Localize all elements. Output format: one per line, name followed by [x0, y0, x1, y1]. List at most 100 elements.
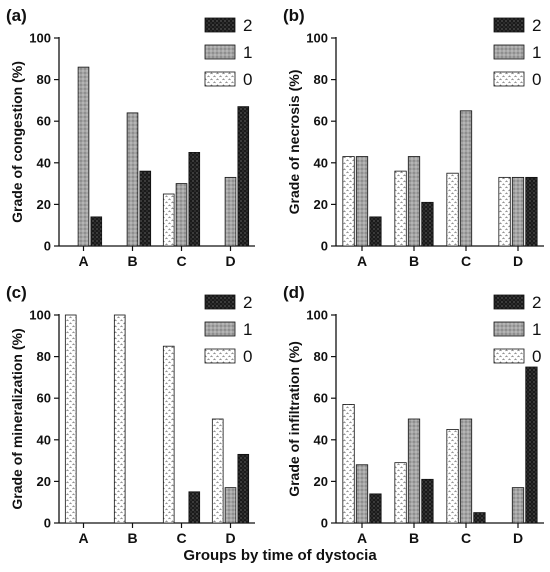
- legend-label: 1: [243, 320, 252, 339]
- y-tick-label: 80: [314, 349, 328, 364]
- y-tick-label: 100: [29, 31, 51, 46]
- y-axis-label: Grade of congestion (%): [9, 61, 25, 223]
- bar-D-grade-1: [511, 487, 525, 524]
- bar-C-grade-1: [175, 183, 188, 247]
- y-tick-label: 80: [37, 72, 51, 87]
- legend-label: 2: [243, 16, 252, 35]
- bar-C-grade-1: [459, 110, 473, 247]
- figure-x-axis-title: Groups by time of dystocia: [183, 547, 377, 564]
- x-tick-label: C: [176, 253, 186, 269]
- bar-A-grade-2: [90, 216, 103, 247]
- bar-D-grade-2: [237, 453, 250, 524]
- y-tick-label: 40: [314, 155, 328, 170]
- bar-C-grade-2: [473, 512, 486, 524]
- panel-label: (b): [283, 6, 305, 25]
- y-tick-label: 20: [37, 197, 51, 212]
- bar-D-grade-1: [224, 487, 237, 524]
- legend-swatch: [204, 348, 236, 364]
- x-tick-label: A: [357, 253, 367, 269]
- legend-swatch: [493, 348, 525, 364]
- bar-A-grade-1: [77, 66, 90, 247]
- x-tick-label: A: [357, 530, 367, 546]
- bar-D-grade-2: [525, 366, 538, 524]
- x-tick-label: A: [78, 253, 88, 269]
- bar-C-grade-1: [459, 418, 473, 524]
- bar-D-grade-0: [211, 418, 224, 524]
- bar-D-grade-2: [237, 106, 250, 247]
- x-tick-label: C: [176, 530, 186, 546]
- bar-C-grade-0: [446, 428, 459, 524]
- x-tick-label: D: [513, 253, 523, 269]
- x-tick-label: C: [461, 530, 471, 546]
- x-tick-label: C: [461, 253, 471, 269]
- bar-B-grade-1: [407, 418, 421, 524]
- bar-B-grade-2: [421, 201, 434, 247]
- legend-label: 2: [532, 293, 541, 312]
- x-tick-label: A: [78, 530, 88, 546]
- legend-label: 0: [532, 70, 541, 89]
- legend-label: 1: [532, 320, 541, 339]
- bar-B-grade-0: [394, 170, 407, 247]
- y-tick-label: 100: [29, 308, 51, 323]
- y-tick-label: 20: [314, 197, 328, 212]
- legend-label: 2: [532, 16, 541, 35]
- bar-B-grade-2: [421, 478, 434, 524]
- bar-A-grade-1: [355, 156, 369, 247]
- y-tick-label: 80: [37, 349, 51, 364]
- legend-swatch: [204, 71, 236, 87]
- legend-label: 0: [243, 347, 252, 366]
- y-tick-label: 0: [321, 239, 328, 254]
- bar-A-grade-2: [369, 493, 382, 524]
- legend-swatch: [204, 321, 236, 337]
- bar-C-grade-0: [162, 345, 175, 524]
- bar-D-grade-0: [498, 176, 511, 247]
- bar-A-grade-0: [342, 156, 355, 247]
- y-axis-label: Grade of mineralization (%): [9, 328, 25, 509]
- y-tick-label: 20: [37, 474, 51, 489]
- legend-swatch: [493, 321, 525, 337]
- legend-swatch: [204, 294, 236, 310]
- legend-swatch: [493, 71, 525, 87]
- y-tick-label: 60: [37, 391, 51, 406]
- panel-label: (d): [283, 283, 305, 302]
- y-tick-label: 0: [44, 239, 51, 254]
- bar-B-grade-0: [394, 462, 407, 524]
- legend-swatch: [204, 44, 236, 60]
- bar-A-grade-0: [342, 404, 355, 524]
- y-tick-label: 100: [306, 308, 328, 323]
- legend-label: 1: [243, 43, 252, 62]
- y-tick-label: 40: [37, 432, 51, 447]
- panel-label: (c): [6, 283, 27, 302]
- bar-B-grade-2: [139, 170, 152, 247]
- legend-swatch: [493, 17, 525, 33]
- x-tick-label: D: [225, 253, 235, 269]
- y-tick-label: 60: [37, 114, 51, 129]
- y-tick-label: 60: [314, 391, 328, 406]
- bar-D-grade-1: [224, 176, 237, 247]
- y-tick-label: 0: [44, 516, 51, 531]
- chart-panel-3: (c)Grade of mineralization (%)0204060801…: [6, 283, 255, 546]
- bar-B-grade-1: [126, 112, 139, 247]
- bar-A-grade-2: [369, 216, 382, 247]
- x-tick-label: D: [513, 530, 523, 546]
- x-tick-label: D: [225, 530, 235, 546]
- legend-label: 0: [243, 70, 252, 89]
- y-tick-label: 40: [37, 155, 51, 170]
- bar-D-grade-1: [511, 176, 525, 247]
- bar-C-grade-2: [188, 491, 201, 524]
- y-tick-label: 100: [306, 31, 328, 46]
- x-tick-label: B: [409, 253, 419, 269]
- bar-C-grade-0: [162, 193, 175, 247]
- bar-C-grade-0: [446, 172, 459, 247]
- legend-label: 2: [243, 293, 252, 312]
- x-tick-label: B: [127, 253, 137, 269]
- bar-C-grade-2: [188, 151, 201, 247]
- y-tick-label: 20: [314, 474, 328, 489]
- panel-label: (a): [6, 6, 27, 25]
- bar-A-grade-1: [355, 464, 369, 524]
- legend-swatch: [493, 294, 525, 310]
- bar-B-grade-1: [407, 156, 421, 247]
- bar-D-grade-2: [525, 176, 538, 247]
